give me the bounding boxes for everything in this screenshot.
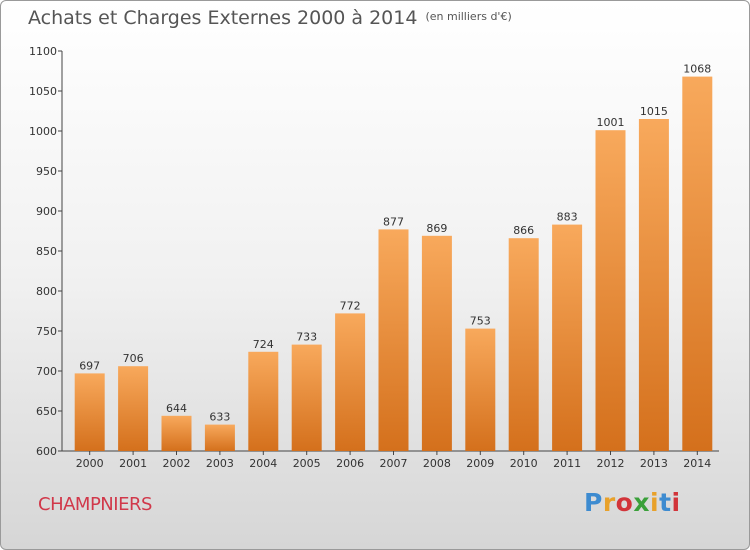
bar: [118, 366, 149, 451]
x-tick-label: 2000: [76, 457, 104, 470]
x-tick-label: 2014: [683, 457, 711, 470]
bar: [421, 235, 452, 451]
x-tick-label: 2006: [336, 457, 364, 470]
bar-value-label: 883: [557, 211, 578, 224]
x-tick-label: 2001: [119, 457, 147, 470]
x-tick-label: 2010: [510, 457, 538, 470]
bar: [74, 373, 105, 451]
chart-title: Achats et Charges Externes 2000 à 2014 (e…: [28, 7, 512, 29]
x-tick-label: 2008: [423, 457, 451, 470]
bar-value-label: 877: [383, 215, 404, 228]
chart-labels: 697 706 644 633 724 733 772 877 869 753 866 883 1001…: [79, 63, 711, 424]
bar-value-label: 866: [513, 224, 534, 237]
x-tick-label: 2012: [597, 457, 625, 470]
bar: [508, 238, 539, 451]
x-tick-label: 2007: [380, 457, 408, 470]
bar-value-label: 644: [166, 402, 187, 415]
chart-bars: [74, 76, 713, 451]
y-tick-label: 1000: [29, 125, 57, 138]
logo-letter: i: [650, 488, 660, 517]
x-tick-label: 2009: [466, 457, 494, 470]
y-tick-label: 900: [36, 205, 57, 218]
bar: [335, 313, 366, 451]
bar: [248, 351, 279, 451]
bar: [378, 229, 409, 451]
bar: [595, 130, 626, 451]
y-tick-label: 650: [36, 405, 57, 418]
bar-value-label: 724: [253, 338, 274, 351]
bar-value-label: 772: [340, 299, 361, 312]
bar-value-label: 753: [470, 315, 491, 328]
bar: [161, 415, 192, 451]
bar-value-label: 733: [296, 331, 317, 344]
logo-letter: P: [584, 488, 603, 517]
bar: [638, 119, 669, 451]
y-tick-label: 700: [36, 365, 57, 378]
proxiti-logo: Proxiti: [584, 488, 681, 517]
bar-value-label: 1068: [683, 63, 711, 76]
logo-letter: r: [602, 488, 616, 517]
x-tick-label: 2003: [206, 457, 234, 470]
x-tick-label: 2011: [553, 457, 581, 470]
y-tick-label: 1050: [29, 85, 57, 98]
bar: [291, 344, 322, 451]
bar-value-label: 1001: [597, 116, 625, 129]
bar: [552, 224, 583, 451]
chart-title-text: Achats et Charges Externes 2000 à 2014: [28, 7, 418, 29]
x-tick-label: 2002: [163, 457, 191, 470]
y-tick-label: 750: [36, 325, 57, 338]
bar-value-label: 706: [123, 352, 144, 365]
logo-letter: o: [615, 488, 634, 517]
chart-unit: (en milliers d'€): [425, 10, 512, 23]
logo-letter: x: [633, 488, 650, 517]
logo-letter: i: [671, 488, 681, 517]
bar-value-label: 869: [426, 222, 447, 235]
bar-value-label: 1015: [640, 105, 668, 118]
y-tick-label: 950: [36, 165, 57, 178]
y-tick-label: 800: [36, 285, 57, 298]
bar: [682, 76, 713, 451]
bar-value-label: 633: [209, 411, 230, 424]
bar: [204, 424, 235, 451]
logo-letter: t: [659, 488, 672, 517]
bar-value-label: 697: [79, 359, 100, 372]
y-tick-label: 1100: [29, 45, 57, 58]
x-tick-label: 2013: [640, 457, 668, 470]
y-tick-label: 600: [36, 445, 57, 458]
bar: [465, 328, 496, 451]
x-tick-label: 2005: [293, 457, 321, 470]
y-tick-label: 850: [36, 245, 57, 258]
commune-name: CHAMPNIERS: [38, 494, 152, 515]
x-tick-label: 2004: [249, 457, 277, 470]
